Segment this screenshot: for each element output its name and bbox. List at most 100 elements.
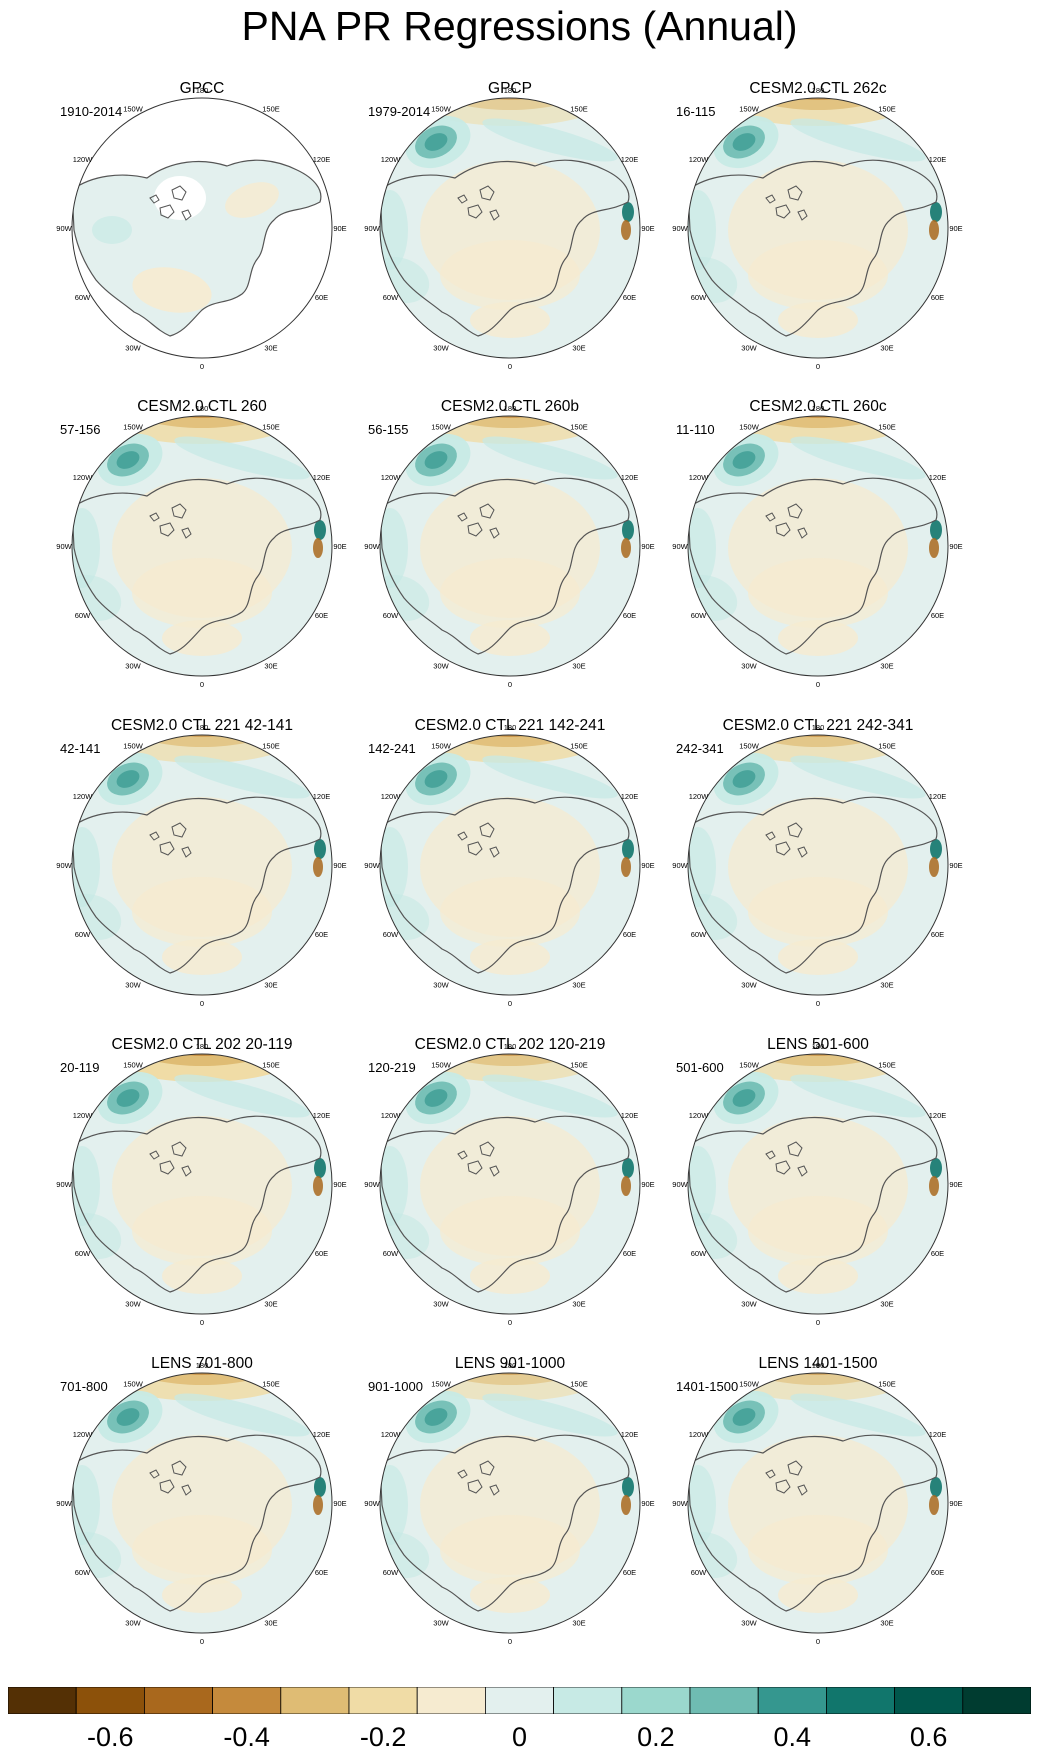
- lon-label: 60E: [931, 1249, 944, 1258]
- lon-label: 150W: [431, 422, 452, 431]
- colorbar-swatch: [416, 1687, 486, 1714]
- panel-title: CESM2.0 CTL 202 120-219: [414, 1036, 606, 1053]
- map-panel: LENS 901-1000 180 150E 120E 90E 60E 30E 0 30W 60W…: [360, 1355, 660, 1655]
- lon-label: 30W: [125, 344, 141, 353]
- lon-label: 150E: [570, 104, 588, 113]
- lon-label: 90E: [949, 224, 962, 233]
- colorbar-label: 0: [511, 1722, 528, 1752]
- panel-period: 42-141: [60, 741, 101, 756]
- lon-label: 30W: [433, 1619, 449, 1628]
- lon-label: 90E: [949, 861, 962, 870]
- lon-label: 60E: [315, 930, 328, 939]
- lon-label: 60E: [315, 611, 328, 620]
- lon-label: 60E: [315, 1568, 328, 1577]
- lon-label: 150E: [570, 1060, 588, 1069]
- colorbar-swatch: [826, 1687, 896, 1714]
- lon-label: 150E: [878, 422, 896, 431]
- lon-label: 30E: [264, 344, 277, 353]
- lon-label: 120E: [929, 1430, 947, 1439]
- lon-label: 120E: [621, 155, 639, 164]
- panel-period: 56-155: [368, 422, 409, 437]
- lon-label: 120W: [73, 1430, 94, 1439]
- lon-label: 60E: [623, 930, 636, 939]
- colorbar-swatch: [553, 1687, 623, 1714]
- lon-label: 0: [200, 1637, 204, 1646]
- lon-label: 150W: [123, 1379, 144, 1388]
- lon-label: 30E: [880, 981, 893, 990]
- polar-map: 180 150E 120E 90E 60E 30E 0 30W 60W 90W 120W 150W: [672, 1361, 962, 1646]
- colorbar-swatch: [8, 1687, 77, 1714]
- lon-label: 90E: [641, 861, 654, 870]
- lon-label: 60E: [931, 930, 944, 939]
- lon-label: 30E: [880, 662, 893, 671]
- lon-label: 30W: [741, 1619, 757, 1628]
- lon-label: 150W: [123, 422, 144, 431]
- lon-label: 120W: [381, 1430, 402, 1439]
- colorbar-label: -0.6: [87, 1722, 134, 1752]
- lon-label: 120E: [929, 1111, 947, 1120]
- map-panel: CESM2.0 CTL 260 180 150E 120E 90E 60E 30E 0 30W 6…: [52, 398, 352, 698]
- lon-label: 150E: [570, 1379, 588, 1388]
- lon-label: 120W: [73, 1111, 94, 1120]
- lon-label: 90W: [56, 224, 72, 233]
- lon-label: 180: [812, 86, 825, 95]
- lon-label: 90W: [364, 542, 380, 551]
- lon-label: 30W: [741, 344, 757, 353]
- colorbar-swatch: [757, 1687, 827, 1714]
- lon-label: 60W: [691, 1568, 707, 1577]
- lon-label: 30E: [572, 344, 585, 353]
- lon-label: 60E: [623, 1568, 636, 1577]
- polar-map: 180 150E 120E 90E 60E 30E 0 30W 60W 90W 120W 150W: [364, 1042, 654, 1327]
- lon-label: 90E: [333, 861, 346, 870]
- lon-label: 150W: [431, 741, 452, 750]
- panel-title: GPCP: [488, 80, 532, 97]
- panel-title: CESM2.0 CTL 202 20-119: [111, 1036, 293, 1053]
- lon-label: 30W: [741, 981, 757, 990]
- panel-period: 501-600: [676, 1060, 724, 1075]
- lon-label: 60W: [75, 1568, 91, 1577]
- lon-label: 0: [816, 1637, 820, 1646]
- lon-label: 180: [504, 404, 517, 413]
- lon-label: 180: [812, 404, 825, 413]
- lon-label: 150E: [262, 1379, 280, 1388]
- lon-label: 30W: [741, 1300, 757, 1309]
- polar-map: 180 150E 120E 90E 60E 30E 0 30W 60W 90W 120W 150W: [364, 86, 654, 371]
- panel-period: 1979-2014: [368, 104, 431, 119]
- lon-label: 120E: [621, 1430, 639, 1439]
- lon-label: 180: [196, 1042, 209, 1051]
- lon-label: 120W: [73, 792, 94, 801]
- lon-label: 60E: [623, 293, 636, 302]
- lon-label: 60W: [691, 930, 707, 939]
- lon-label: 60W: [691, 293, 707, 302]
- map-panel: CESM2.0 CTL 202 20-119 180 150E 120E 90E 60E 3…: [52, 1036, 352, 1336]
- lon-label: 90E: [641, 224, 654, 233]
- lon-label: 150E: [262, 1060, 280, 1069]
- panel-title: LENS 701-800: [151, 1355, 253, 1372]
- lon-label: 30E: [880, 1300, 893, 1309]
- lon-label: 120W: [73, 155, 94, 164]
- lon-label: 90W: [364, 1180, 380, 1189]
- map-panel: CESM2.0 CTL 202 120-219 180 150E 120E 90E 60E…: [360, 1036, 660, 1336]
- lon-label: 150W: [739, 1379, 760, 1388]
- lon-label: 150W: [431, 1060, 452, 1069]
- colorbar-label: -0.4: [223, 1722, 270, 1752]
- lon-label: 90E: [949, 542, 962, 551]
- panel-title: LENS 1401-1500: [758, 1355, 878, 1372]
- colorbar-label: 0.4: [773, 1722, 812, 1752]
- colorbar-swatch: [621, 1687, 691, 1714]
- lon-label: 180: [196, 1361, 209, 1370]
- lon-label: 0: [508, 1318, 512, 1327]
- panel-period: 1910-2014: [60, 104, 123, 119]
- lon-label: 150W: [123, 104, 144, 113]
- lon-label: 90E: [641, 1499, 654, 1508]
- colorbar-label: -0.2: [359, 1722, 407, 1752]
- lon-label: 90E: [333, 1180, 346, 1189]
- map-panel: LENS 501-600 180 150E 120E 90E 60E 30E 0 30W 60W 9…: [668, 1036, 968, 1336]
- lon-label: 30W: [433, 344, 449, 353]
- lon-label: 60W: [383, 1249, 399, 1258]
- lon-label: 120W: [689, 1111, 710, 1120]
- lon-label: 60E: [315, 293, 328, 302]
- lon-label: 150E: [262, 422, 280, 431]
- panel-title: CESM2.0 CTL 221 142-241: [414, 717, 606, 734]
- lon-label: 0: [508, 362, 512, 371]
